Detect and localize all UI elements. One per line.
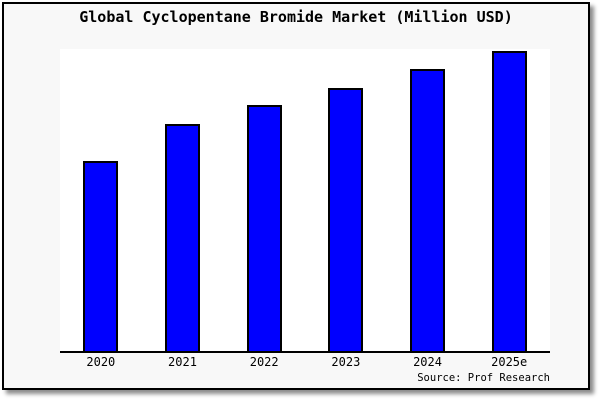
bar-2021: [165, 124, 200, 351]
x-axis-label-2021: 2021: [168, 355, 197, 369]
x-axis-label-2020: 2020: [86, 355, 116, 369]
x-axis-label-2022: 2022: [249, 355, 279, 369]
chart-figure: Global Cyclopentane Bromide Market (Mill…: [2, 2, 590, 390]
bar-2025e: [491, 51, 527, 351]
bar-slot-2021: [142, 49, 224, 351]
x-axis-label-2024: 2024: [413, 355, 442, 369]
bar-slot-2022: [223, 49, 305, 351]
x-axis-labels: 2020 2021 2022 2023 2024 2025e: [60, 355, 550, 369]
x-axis-label-2023: 2023: [331, 355, 361, 369]
bar-slot-2025e: [468, 49, 550, 351]
bar-slot-2020: [60, 49, 142, 351]
bar-slot-2023: [305, 49, 387, 351]
bar-2023: [328, 88, 364, 351]
bar-2022: [246, 105, 282, 351]
chart-title: Global Cyclopentane Bromide Market (Mill…: [79, 8, 513, 26]
plot-area: [60, 49, 550, 353]
source-text: Source: Prof Research: [417, 372, 550, 384]
bar-2020: [83, 161, 119, 351]
x-axis-label-2025e: 2025e: [491, 355, 528, 369]
bar-slot-2024: [387, 49, 469, 351]
bar-2024: [410, 69, 446, 351]
